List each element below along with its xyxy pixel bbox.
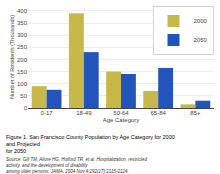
svg-text:2000: 2000 bbox=[194, 18, 208, 24]
svg-text:Age Category: Age Category bbox=[103, 117, 140, 123]
svg-text:300: 300 bbox=[17, 32, 28, 38]
svg-text:85+: 85+ bbox=[190, 110, 201, 116]
svg-text:18-49: 18-49 bbox=[76, 110, 92, 116]
svg-text:250: 250 bbox=[17, 44, 28, 50]
svg-text:100: 100 bbox=[17, 81, 28, 87]
svg-text:350: 350 bbox=[17, 20, 28, 26]
svg-text:Number of Residents (Thousands: Number of Residents (Thousands) bbox=[9, 15, 15, 99]
svg-text:50-64: 50-64 bbox=[113, 110, 129, 116]
svg-text:200: 200 bbox=[17, 57, 28, 63]
svg-text:Figure 1. San Francisco County: Figure 1. San Francisco County Populatio… bbox=[6, 134, 175, 154]
svg-text:Source: Gill TM, Allore HG, Ho: Source: Gill TM, Allore HG, Holford TR, … bbox=[6, 157, 147, 174]
svg-text:150: 150 bbox=[17, 69, 28, 75]
svg-text:0: 0 bbox=[24, 105, 28, 111]
svg-text:65-84: 65-84 bbox=[151, 110, 167, 116]
svg-text:2050: 2050 bbox=[194, 37, 208, 43]
svg-text:50: 50 bbox=[20, 93, 27, 99]
svg-text:400: 400 bbox=[17, 8, 28, 14]
svg-text:0-17: 0-17 bbox=[41, 110, 54, 116]
